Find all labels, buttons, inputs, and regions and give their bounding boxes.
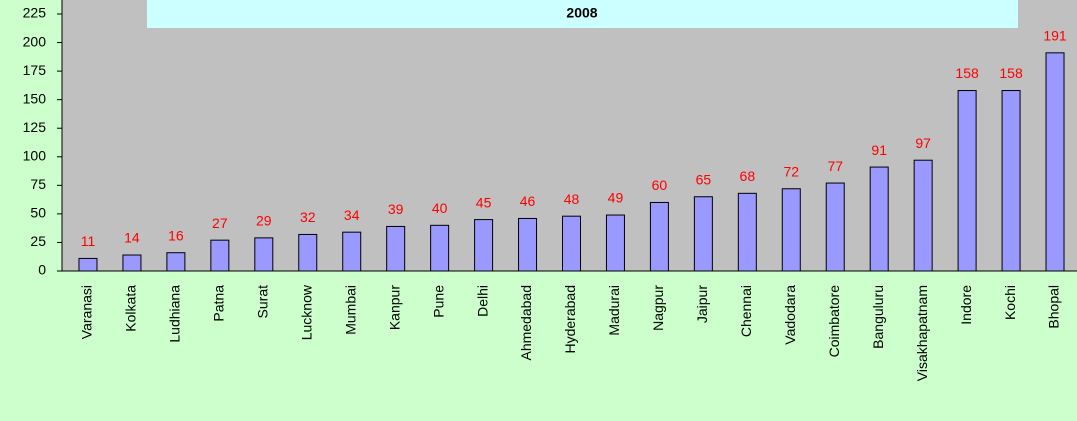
x-tick-label: Coimbatore [826, 285, 842, 358]
bar [649, 201, 669, 272]
bar [342, 231, 362, 272]
data-label: 60 [652, 177, 668, 193]
x-tick-label: Ahmedabad [518, 285, 534, 361]
bar [913, 159, 933, 272]
y-tick-label: 125 [23, 119, 47, 135]
data-label: 68 [740, 168, 756, 184]
bar [386, 225, 406, 272]
bar [693, 196, 713, 272]
data-label: 72 [783, 163, 799, 179]
x-tick-label: Jaipur [694, 285, 710, 323]
y-tick-label: 100 [23, 147, 47, 163]
x-tick-label: Lucknow [298, 284, 314, 340]
x-tick-label: Mumbai [342, 285, 358, 335]
data-label: 77 [827, 158, 843, 174]
data-label: 14 [124, 230, 140, 246]
x-tick-label: Kanpur [386, 285, 402, 330]
data-label: 97 [915, 135, 931, 151]
data-label: 191 [1043, 28, 1067, 44]
data-label: 16 [168, 227, 184, 243]
x-tick-label: Ludhiana [167, 285, 183, 343]
y-tick-label: 225 [23, 5, 47, 21]
y-tick-label: 175 [23, 62, 47, 78]
bar [122, 254, 142, 272]
y-tick-label: 0 [38, 262, 46, 278]
data-label: 34 [344, 207, 360, 223]
bar [78, 257, 98, 272]
bar [430, 224, 450, 272]
bar [781, 188, 801, 272]
x-tick-label: Banguluru [870, 285, 886, 349]
x-tick-label: Surat [255, 285, 271, 319]
x-tick-label: Hyderabad [562, 285, 578, 354]
data-label: 27 [212, 215, 228, 231]
data-label: 91 [871, 142, 887, 158]
bar [254, 237, 274, 272]
data-label: 158 [955, 65, 979, 81]
x-tick-label: Pune [430, 285, 446, 318]
chart-title: 2008 [566, 5, 597, 21]
x-tick-label: Chennai [738, 285, 754, 337]
y-tick-label: 200 [23, 33, 47, 49]
x-tick-label: Indore [958, 285, 974, 325]
bar [825, 182, 845, 272]
data-label: 40 [432, 200, 448, 216]
bar [869, 166, 889, 272]
bar [166, 252, 186, 272]
data-label: 45 [476, 194, 492, 210]
bar [957, 90, 977, 272]
x-tick-label: Nagpur [650, 285, 666, 331]
x-tick-label: Bhopal [1046, 285, 1062, 329]
data-label: 48 [564, 191, 580, 207]
data-label: 32 [300, 209, 316, 225]
bar [210, 239, 230, 272]
x-tick-label: Madurai [606, 285, 622, 336]
bar [1045, 52, 1065, 272]
bar [474, 219, 494, 272]
data-label: 39 [388, 201, 404, 217]
x-tick-label: Delhi [474, 285, 490, 317]
x-tick-label: Kolkata [123, 285, 139, 332]
bar [605, 214, 625, 272]
y-tick-label: 50 [30, 205, 46, 221]
data-label: 46 [520, 193, 536, 209]
bar [737, 192, 757, 272]
title-box [147, 0, 1018, 28]
y-tick-label: 150 [23, 90, 47, 106]
x-tick-label: Vadodara [782, 285, 798, 345]
bar [562, 215, 581, 272]
y-tick-label: 75 [30, 176, 46, 192]
x-tick-label: Kochi [1002, 285, 1018, 320]
x-tick-label: Varanasi [79, 285, 95, 339]
x-tick-label: Visakhapatnam [914, 285, 930, 381]
data-label: 49 [608, 190, 624, 206]
bar [518, 217, 538, 272]
x-tick-label: Patna [211, 285, 227, 322]
y-tick-label: 25 [30, 233, 46, 249]
data-label: 158 [999, 65, 1023, 81]
data-label: 65 [696, 171, 712, 187]
bar [1001, 90, 1021, 272]
data-label: 29 [256, 213, 272, 229]
data-label: 11 [81, 233, 96, 249]
bar [298, 233, 318, 272]
